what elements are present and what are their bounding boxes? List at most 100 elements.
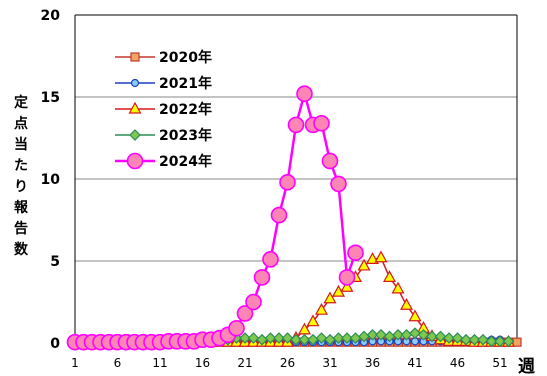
y-tick-label: 10 [41, 172, 61, 188]
x-tick-label: 26 [280, 356, 295, 370]
data-point [366, 328, 379, 341]
data-point [332, 332, 345, 344]
legend-label: 2020年 [159, 49, 212, 66]
legend-item: 2020年 [115, 49, 212, 66]
y-axis-label-char: た [14, 158, 28, 174]
series-line [75, 256, 509, 343]
legend-label: 2022年 [159, 101, 212, 118]
legend-item: 2024年 [115, 152, 212, 170]
data-point [417, 328, 430, 341]
y-tick-label: 0 [50, 336, 60, 352]
data-point [281, 332, 294, 344]
data-point [228, 319, 245, 337]
x-tick-label: 16 [195, 356, 210, 370]
x-tick-label: 1 [71, 356, 79, 370]
y-tick-label: 15 [41, 90, 60, 106]
legend: 2020年 2021年 2022年 2023年 2024年 [115, 49, 212, 170]
x-tick-label: 31 [322, 356, 337, 370]
legend-item: 2021年 [115, 75, 212, 92]
y-axis-label-char: 定 [14, 94, 28, 111]
x-tick-label: 6 [114, 356, 122, 370]
data-point [341, 332, 353, 344]
legend-label: 2024年 [159, 153, 212, 170]
data-point [365, 252, 380, 264]
legend-item: 2022年 [115, 101, 212, 118]
data-point [477, 333, 489, 346]
y-axis-label-char: 告 [14, 220, 28, 237]
data-point [494, 335, 506, 348]
data-point [279, 173, 296, 191]
y-axis-label-char: り [14, 179, 28, 195]
legend-label: 2023年 [159, 127, 212, 144]
data-point [296, 85, 313, 103]
data-point [451, 332, 464, 344]
x-tick-label: 51 [492, 356, 507, 370]
data-point [485, 335, 498, 348]
data-point [434, 330, 447, 343]
data-point [391, 281, 405, 294]
y-axis-label-char: 数 [14, 241, 29, 258]
data-point [399, 298, 414, 310]
data-point [126, 152, 144, 170]
legend-item: 2023年 [115, 127, 212, 144]
data-point [262, 251, 279, 268]
data-point [314, 302, 329, 315]
data-point [290, 333, 302, 346]
data-point [298, 333, 311, 346]
data-point [512, 337, 522, 347]
x-tick-label: 36 [365, 356, 380, 370]
data-point [253, 269, 271, 286]
data-point [313, 114, 330, 132]
data-point [460, 333, 472, 346]
data-point [409, 327, 421, 340]
data-point [392, 328, 404, 341]
data-point [247, 332, 260, 344]
data-point [357, 258, 371, 271]
data-point [323, 291, 337, 304]
data-point [347, 244, 364, 262]
y-tick-labels: 0 5 10 15 20 [41, 8, 61, 352]
x-tick-label: 11 [152, 356, 167, 370]
data-point [468, 333, 481, 346]
data-point [330, 175, 347, 193]
x-tick-labels: 1 6 11 16 21 26 31 36 41 46 51 [71, 356, 507, 370]
legend-label: 2021年 [159, 75, 212, 92]
data-point [273, 332, 285, 344]
data-point [128, 101, 142, 114]
data-point [239, 332, 251, 344]
data-point [321, 152, 339, 170]
series-2022年 [68, 250, 516, 347]
gridlines [75, 14, 517, 262]
y-axis-label-char: 点 [14, 115, 28, 132]
data-point [130, 78, 140, 88]
series-layer [66, 85, 522, 351]
y-tick-label: 5 [50, 254, 60, 270]
data-point [287, 116, 305, 134]
data-point [129, 129, 141, 141]
data-point [264, 332, 277, 344]
data-point [340, 279, 354, 292]
data-point [245, 293, 262, 311]
series-2024年 [66, 85, 364, 351]
y-axis-label-char: 当 [14, 136, 28, 153]
data-point [236, 305, 254, 322]
x-tick-label: 46 [450, 356, 465, 370]
data-point [374, 250, 388, 263]
data-point [408, 309, 422, 322]
data-point [270, 206, 288, 224]
x-tick-label: 41 [407, 356, 422, 370]
x-axis-label: 週 [518, 357, 535, 376]
y-tick-label: 20 [41, 8, 61, 24]
data-point [426, 330, 438, 343]
y-axis-label-char: 報 [14, 199, 29, 216]
data-point [382, 270, 397, 282]
data-point [130, 52, 140, 62]
data-point [502, 335, 515, 348]
data-point [375, 328, 387, 341]
data-point [306, 314, 320, 327]
x-tick-label: 21 [237, 356, 252, 370]
data-point [338, 269, 356, 286]
data-point [443, 332, 455, 344]
